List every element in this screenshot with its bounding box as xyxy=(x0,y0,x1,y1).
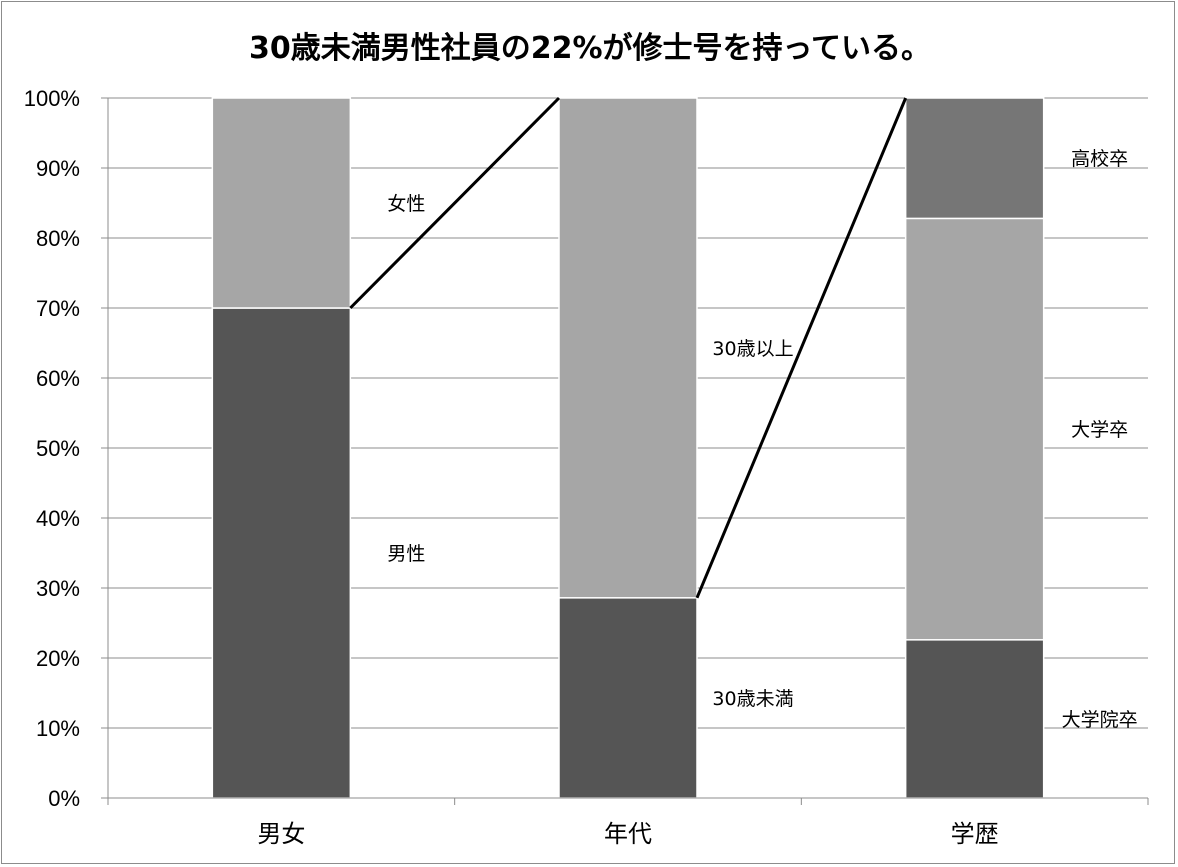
x-category-label: 男女 xyxy=(257,820,305,848)
y-tick-label: 90% xyxy=(36,156,80,181)
y-tick-label: 10% xyxy=(36,716,80,741)
y-tick-label: 60% xyxy=(36,366,80,391)
segment-label: 大学院卒 xyxy=(1062,709,1138,731)
bar-segment xyxy=(211,307,352,799)
x-category-label: 年代 xyxy=(604,820,652,848)
bar-segment xyxy=(558,97,698,599)
y-tick-label: 40% xyxy=(36,506,80,531)
segment-label: 女性 xyxy=(387,193,425,215)
segment-label: 大学卒 xyxy=(1071,419,1128,441)
connector-line xyxy=(695,97,908,599)
bar-segment xyxy=(904,639,1045,799)
segment-label: 30歳以上 xyxy=(712,338,793,360)
y-tick-label: 0% xyxy=(48,786,80,811)
segment-label: 30歳未満 xyxy=(712,688,793,710)
connector-lines xyxy=(349,96,908,599)
bar-segment xyxy=(211,97,352,309)
y-tick-label: 70% xyxy=(36,296,80,321)
labels: 0% 10% 20% 30% 40% 50% 60% 70% 80% 90% 100% 男女 年代 学歴 男… xyxy=(24,86,1138,848)
y-tick-label: 50% xyxy=(36,436,80,461)
y-tick-label: 100% xyxy=(24,86,80,111)
bars xyxy=(211,97,1045,799)
bar-segment xyxy=(558,597,698,799)
segment-label: 男性 xyxy=(387,543,425,565)
y-tick-label: 80% xyxy=(36,226,80,251)
chart-title: 30歳未満男性社員の22%が修士号を持っている。 xyxy=(249,31,931,66)
bar-segment xyxy=(904,97,1045,220)
bar-segment xyxy=(904,217,1045,641)
x-category-label: 学歴 xyxy=(951,820,999,848)
segment-label: 高校卒 xyxy=(1071,148,1128,170)
connector-line xyxy=(349,96,561,310)
y-tick-label: 30% xyxy=(36,576,80,601)
y-tick-label: 20% xyxy=(36,646,80,671)
axes xyxy=(101,97,1149,805)
